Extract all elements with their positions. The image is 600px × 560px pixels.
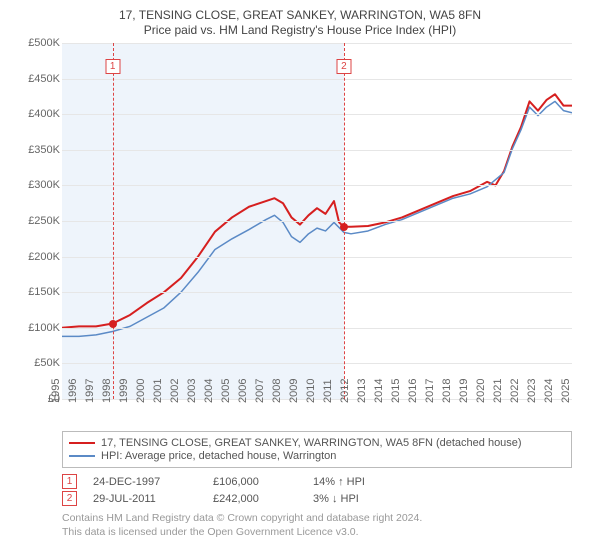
legend: 17, TENSING CLOSE, GREAT SANKEY, WARRING… [62, 431, 572, 468]
chart-subtitle: Price paid vs. HM Land Registry's House … [10, 23, 590, 37]
transaction-vline [344, 43, 345, 399]
chart-container: 17, TENSING CLOSE, GREAT SANKEY, WARRING… [0, 0, 600, 560]
y-axis-label: £250K [18, 215, 60, 227]
transaction-marker-box: 2 [336, 59, 351, 74]
gridline [62, 185, 572, 186]
gridline [62, 363, 572, 364]
transaction-comparison: 14% ↑ HPI [313, 476, 413, 488]
gridline [62, 43, 572, 44]
y-axis-label: £450K [18, 73, 60, 85]
gridline [62, 292, 572, 293]
y-axis-label: £400K [18, 108, 60, 120]
transaction-price: £106,000 [213, 476, 313, 488]
legend-item: 17, TENSING CLOSE, GREAT SANKEY, WARRING… [69, 437, 565, 449]
legend-swatch [69, 442, 95, 444]
transaction-number-box: 1 [62, 474, 77, 489]
gridline [62, 221, 572, 222]
transaction-number-box: 2 [62, 491, 77, 506]
transaction-date: 24-DEC-1997 [93, 476, 213, 488]
gridline [62, 257, 572, 258]
transactions-table: 1 24-DEC-1997£106,00014% ↑ HPI 2 29-JUL-201… [62, 474, 590, 506]
legend-swatch [69, 455, 95, 457]
footer-line: This data is licensed under the Open Gov… [62, 526, 590, 540]
chart-area: 12 £0£50K£100K£150K£200K£250K£300K£350K£… [18, 43, 578, 423]
transaction-marker-box: 1 [105, 59, 120, 74]
y-axis-label: £500K [18, 37, 60, 49]
footer-line: Contains HM Land Registry data © Crown c… [62, 512, 590, 526]
gridline [62, 150, 572, 151]
transaction-vline [113, 43, 114, 399]
y-axis-label: £150K [18, 286, 60, 298]
series-blue [62, 101, 572, 336]
y-axis-label: £200K [18, 251, 60, 263]
transaction-row: 2 29-JUL-2011£242,0003% ↓ HPI [62, 491, 590, 506]
gridline [62, 79, 572, 80]
transaction-point [109, 320, 117, 328]
transaction-price: £242,000 [213, 493, 313, 505]
gridline [62, 328, 572, 329]
legend-label: HPI: Average price, detached house, Warr… [101, 450, 336, 462]
y-axis-label: £50K [18, 357, 60, 369]
x-axis-label: 2025 [560, 379, 584, 403]
transaction-comparison: 3% ↓ HPI [313, 493, 413, 505]
y-axis-label: £100K [18, 322, 60, 334]
y-axis-label: £300K [18, 179, 60, 191]
legend-label: 17, TENSING CLOSE, GREAT SANKEY, WARRING… [101, 437, 522, 449]
chart-title: 17, TENSING CLOSE, GREAT SANKEY, WARRING… [10, 8, 590, 22]
legend-item: HPI: Average price, detached house, Warr… [69, 450, 565, 462]
plot-region: 12 [62, 43, 572, 399]
gridline [62, 114, 572, 115]
transaction-point [340, 223, 348, 231]
transaction-date: 29-JUL-2011 [93, 493, 213, 505]
y-axis-label: £350K [18, 144, 60, 156]
transaction-row: 1 24-DEC-1997£106,00014% ↑ HPI [62, 474, 590, 489]
footer-attribution: Contains HM Land Registry data © Crown c… [62, 512, 590, 539]
